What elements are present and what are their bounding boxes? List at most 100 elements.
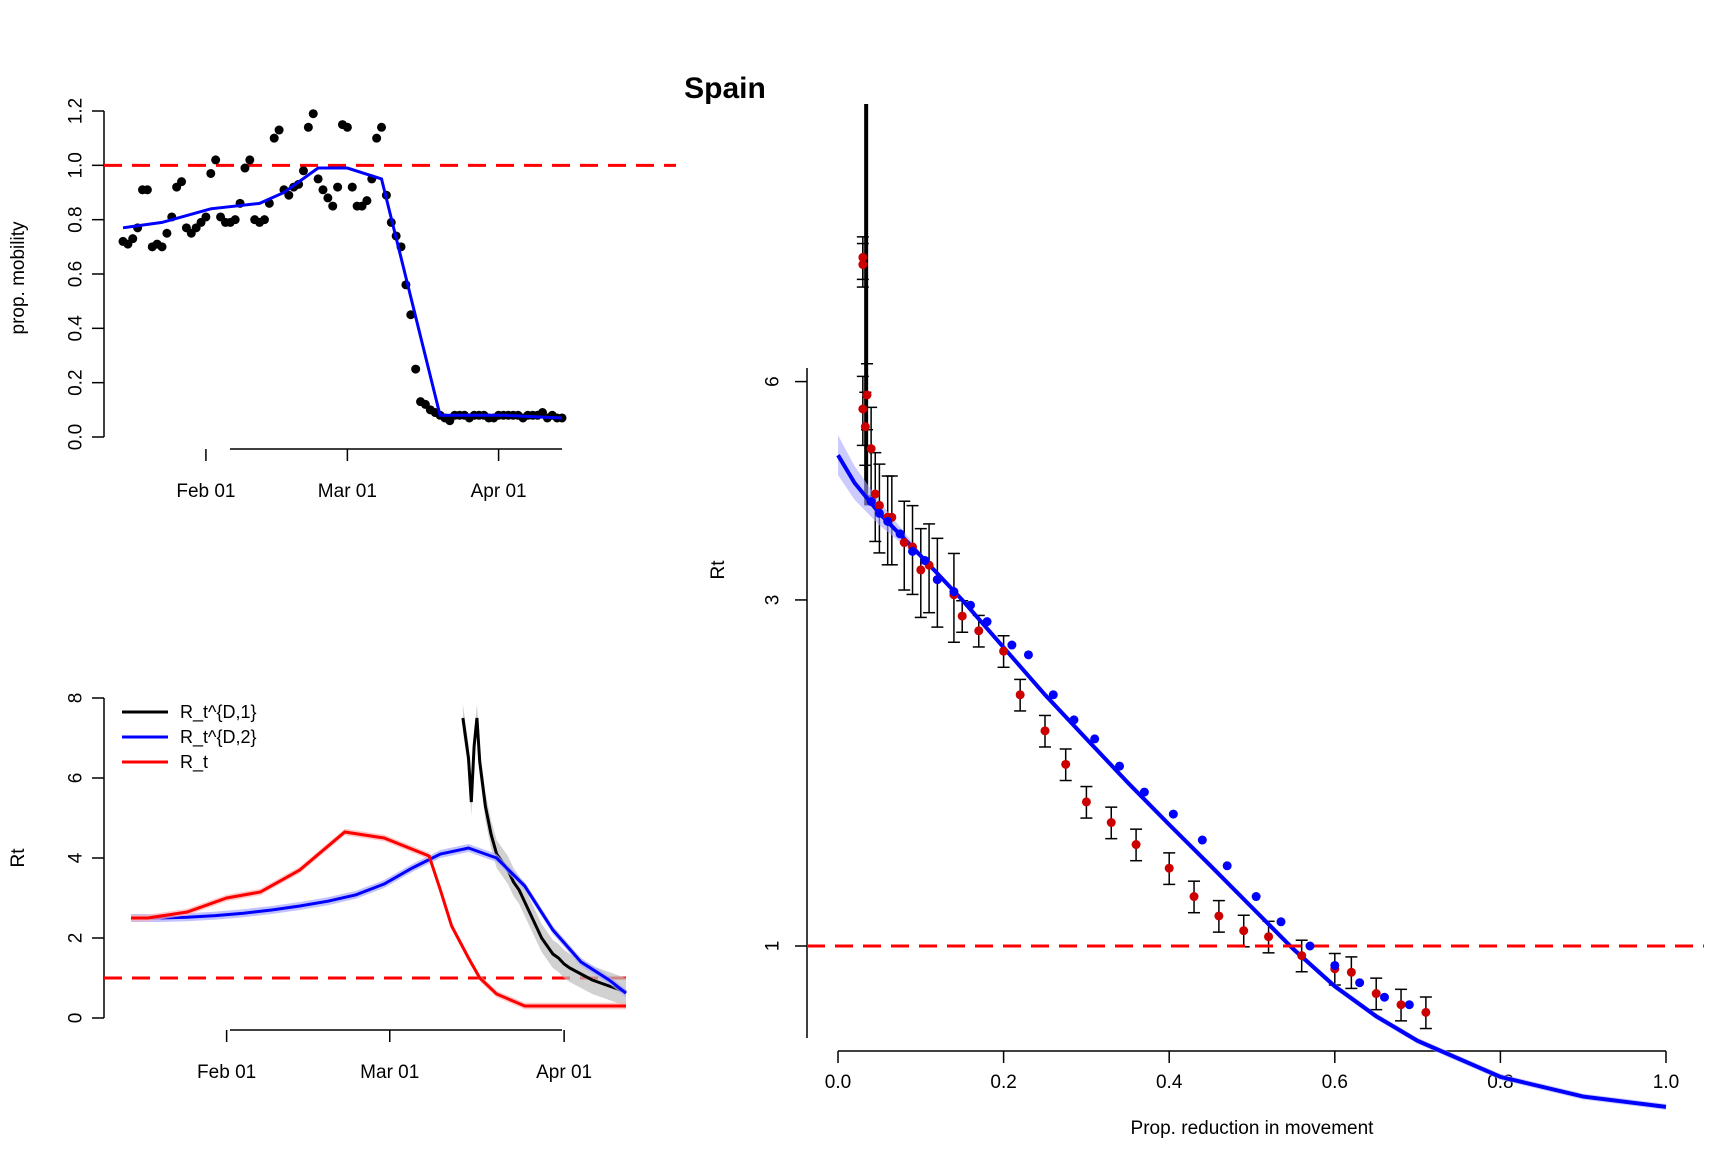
rt-reduction-blue-point bbox=[1404, 1000, 1414, 1010]
rt-reduction-red-point bbox=[870, 489, 880, 499]
rt-time-y-tick-label: 2 bbox=[66, 933, 87, 944]
mobility-point bbox=[372, 133, 382, 143]
rt-reduction-red-point bbox=[1214, 911, 1224, 921]
rt-reduction-blue-point bbox=[1139, 787, 1149, 797]
rt-reduction-red-point bbox=[957, 611, 967, 621]
mobility-point bbox=[333, 182, 343, 192]
rt-reduction-red-point bbox=[1081, 797, 1091, 807]
rt-reduction-x-label: Prop. reduction in movement bbox=[1131, 1118, 1375, 1139]
rt-reduction-red-point bbox=[1106, 818, 1116, 828]
chart-title: Spain bbox=[684, 72, 766, 105]
mobility-point bbox=[157, 242, 167, 252]
mobility-y-label: prop. mobility bbox=[8, 221, 29, 334]
legend: R_t^{D,1} R_t^{D,2} R_t bbox=[122, 702, 257, 773]
rt-reduction-blue-point bbox=[965, 600, 975, 610]
mobility-point bbox=[269, 133, 279, 143]
mobility-point bbox=[362, 196, 372, 206]
rt-time-series-line-2 bbox=[131, 830, 626, 1008]
rt-reduction-red-point bbox=[858, 260, 868, 270]
mobility-point bbox=[406, 310, 416, 320]
rt-reduction-red-point bbox=[1015, 690, 1025, 700]
rt-reduction-red-point bbox=[916, 565, 926, 575]
rt-reduction-blue-point bbox=[1355, 978, 1365, 988]
mobility-point bbox=[245, 155, 255, 165]
rt-reduction-blue-point bbox=[895, 529, 905, 539]
rt-time-panel: Rt 0 2 4 6 8 Feb 01 Mar 01 Apr 01 R_t^{D,1} R_… bbox=[8, 693, 627, 1083]
rt-reduction-red-point bbox=[866, 444, 876, 454]
mobility-point bbox=[274, 125, 284, 135]
mobility-y-tick-label: 0.6 bbox=[66, 261, 87, 287]
mobility-point bbox=[342, 122, 352, 132]
mobility-point bbox=[128, 234, 138, 244]
rt-reduction-y-tick-label: 3 bbox=[763, 595, 784, 606]
mobility-y-tick-label: 1.0 bbox=[66, 152, 87, 178]
rt-reduction-blue-point bbox=[932, 575, 942, 585]
rt-time-x-tick-label: Mar 01 bbox=[360, 1062, 419, 1083]
rt-reduction-red-point bbox=[1189, 892, 1199, 902]
legend-label-rt-d2: R_t^{D,2} bbox=[180, 727, 257, 748]
rt-reduction-red-point bbox=[858, 404, 868, 414]
mobility-point bbox=[328, 201, 338, 211]
rt-reduction-blue-point bbox=[982, 617, 992, 627]
mobility-y-tick-label: 0.0 bbox=[66, 424, 87, 450]
mobility-point bbox=[211, 155, 221, 165]
mobility-point bbox=[308, 109, 318, 119]
rt-time-x-tick-label: Apr 01 bbox=[536, 1062, 592, 1083]
rt-reduction-red-point bbox=[860, 422, 870, 432]
rt-reduction-blue-point bbox=[908, 546, 918, 556]
rt-reduction-y-label: Rt bbox=[708, 560, 729, 580]
mobility-point bbox=[323, 193, 333, 203]
mobility-y-tick-label: 0.2 bbox=[66, 369, 87, 395]
mobility-point bbox=[177, 177, 187, 187]
rt-reduction-red-point bbox=[1396, 1000, 1406, 1010]
rt-reduction-x-tick-label: 0.4 bbox=[1156, 1072, 1183, 1093]
rt-reduction-red-point bbox=[862, 390, 872, 400]
rt-reduction-blue-point bbox=[920, 556, 930, 566]
rt-reduction-panel: Rt Prop. reduction in movement 1 3 6 0.0 0.… bbox=[708, 104, 1704, 1139]
rt-reduction-blue-point bbox=[1379, 992, 1389, 1002]
rt-reduction-red-point bbox=[999, 646, 1009, 656]
rt-reduction-x-tick-label: 0.0 bbox=[825, 1072, 851, 1093]
rt-reduction-blue-point bbox=[874, 508, 884, 518]
rt-reduction-red-point bbox=[858, 252, 868, 262]
rt-reduction-blue-point bbox=[1048, 690, 1058, 700]
rt-reduction-blue-point bbox=[1330, 960, 1340, 970]
rt-time-y-tick-label: 6 bbox=[66, 773, 87, 784]
mobility-point bbox=[142, 185, 152, 195]
mobility-point bbox=[298, 166, 308, 176]
rt-reduction-red-point bbox=[1421, 1007, 1431, 1017]
mobility-point bbox=[201, 212, 211, 222]
rt-time-series-line-1 bbox=[131, 846, 627, 995]
rt-reduction-red-point bbox=[1164, 863, 1174, 873]
rt-reduction-red-point bbox=[874, 500, 884, 510]
legend-label-rt-d1: R_t^{D,1} bbox=[180, 702, 257, 723]
rt-reduction-blue-point bbox=[1305, 941, 1315, 951]
rt-time-y-tick-label: 4 bbox=[66, 852, 87, 863]
mobility-point bbox=[313, 174, 323, 184]
rt-reduction-blue-point bbox=[883, 516, 893, 526]
rt-reduction-blue-point bbox=[1197, 835, 1207, 845]
rt-reduction-blue-point bbox=[949, 587, 959, 597]
rt-reduction-fit-line bbox=[836, 454, 1667, 1109]
legend-label-rt: R_t bbox=[180, 752, 208, 773]
rt-reduction-y-tick-label: 1 bbox=[763, 941, 784, 952]
mobility-x-tick-label: Feb 01 bbox=[176, 481, 235, 502]
rt-reduction-x-tick-label: 1.0 bbox=[1653, 1072, 1679, 1093]
mobility-point bbox=[259, 215, 269, 225]
mobility-point bbox=[318, 185, 328, 195]
rt-reduction-blue-point bbox=[1069, 715, 1079, 725]
rt-reduction-blue-point bbox=[1090, 734, 1100, 744]
rt-time-y-label: Rt bbox=[8, 848, 29, 868]
rt-reduction-red-point bbox=[1040, 726, 1050, 736]
mobility-point bbox=[377, 122, 387, 132]
rt-reduction-red-point bbox=[1371, 989, 1381, 999]
mobility-point bbox=[303, 122, 313, 132]
rt-reduction-red-point bbox=[1061, 759, 1071, 769]
rt-reduction-x-tick-label: 0.2 bbox=[990, 1072, 1016, 1093]
rt-time-series-line-0 bbox=[461, 717, 627, 994]
rt-reduction-red-point bbox=[974, 626, 984, 636]
rt-time-band-1 bbox=[131, 844, 626, 998]
rt-reduction-blue-point bbox=[1168, 809, 1178, 819]
mobility-point bbox=[411, 364, 421, 374]
